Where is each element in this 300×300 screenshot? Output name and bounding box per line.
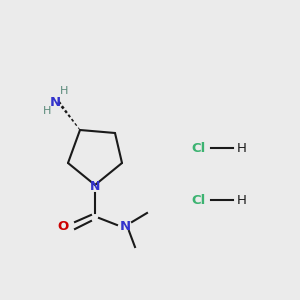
Text: Cl: Cl xyxy=(191,194,205,206)
Text: H: H xyxy=(43,106,51,116)
Text: N: N xyxy=(50,95,61,109)
Text: N: N xyxy=(90,179,100,193)
Text: O: O xyxy=(57,220,69,232)
Text: H: H xyxy=(237,142,247,154)
Text: N: N xyxy=(119,220,130,232)
Text: Cl: Cl xyxy=(191,142,205,154)
Text: H: H xyxy=(60,86,68,96)
Text: H: H xyxy=(237,194,247,206)
